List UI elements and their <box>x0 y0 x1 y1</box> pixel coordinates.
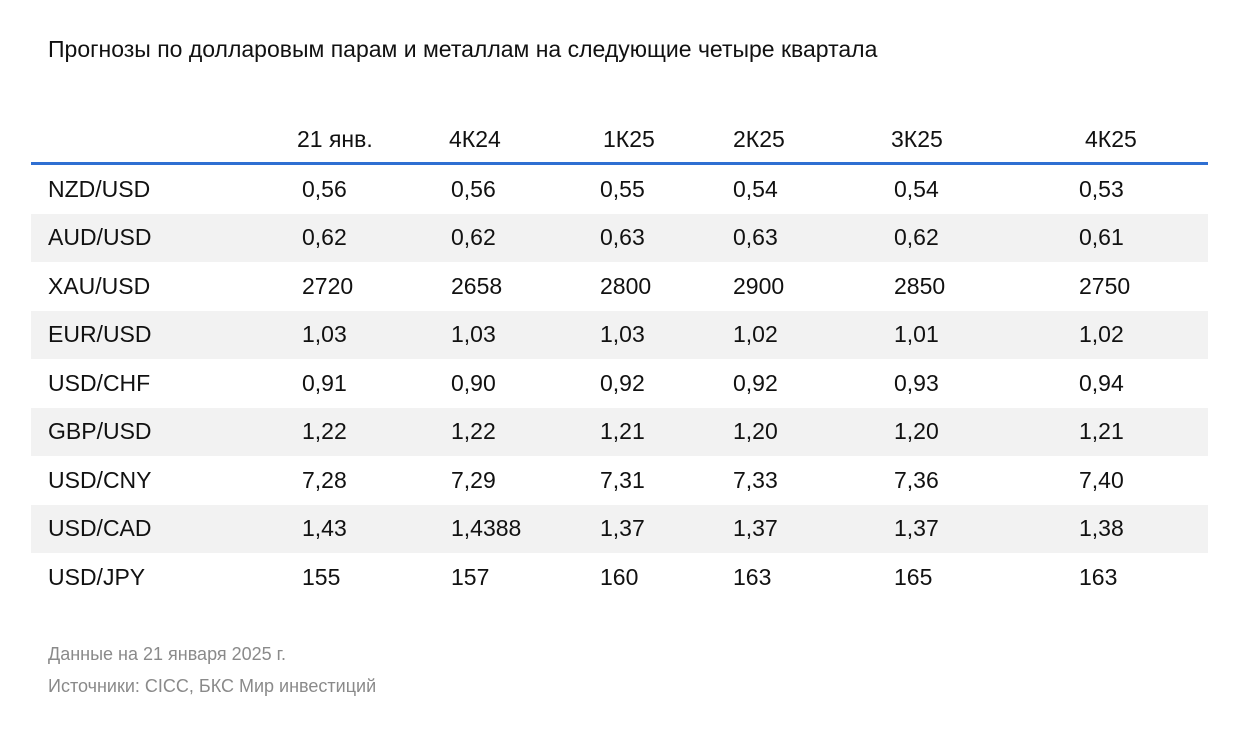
value-cell: 2658 <box>451 272 503 299</box>
value-cell: 2720 <box>302 272 354 299</box>
value-cell: 7,29 <box>451 466 496 493</box>
value-cell: 1,37 <box>532 504 717 553</box>
value-cell: 0,62 <box>237 213 421 262</box>
value-cell: 1,43 <box>237 504 421 553</box>
forecast-table: 21 янв. 4К24 1К25 2К25 3К25 4К25 NZD/USD… <box>31 116 1208 602</box>
sources-note: Источники: CICC, БКС Мир инвестиций <box>48 676 377 696</box>
value-cell: 1,20 <box>827 407 1013 456</box>
value-cell: 0,63 <box>532 213 717 262</box>
value-cell: 1,03 <box>421 310 532 359</box>
value-cell: 1,03 <box>237 310 421 359</box>
value-cell: 1,02 <box>717 310 827 359</box>
data-date-note: Данные на 21 января 2025 г. <box>48 644 287 664</box>
value-cell: 0,92 <box>733 369 778 396</box>
value-cell: 1,21 <box>532 407 717 456</box>
value-cell: 1,37 <box>717 504 827 553</box>
value-cell: 7,36 <box>894 466 939 493</box>
table-body: NZD/USD 0,56 0,56 0,55 0,54 0,54 0,53 AUD/USD 0,… <box>31 164 1208 602</box>
value-cell: 1,01 <box>827 310 1013 359</box>
value-cell: 1,4388 <box>421 504 532 553</box>
value-cell: 0,62 <box>421 213 532 262</box>
value-cell: 2850 <box>894 272 946 299</box>
pair-name-cell: USD/CHF <box>48 369 151 396</box>
value-cell: 2750 <box>1079 272 1131 299</box>
value-cell: 1,02 <box>1013 310 1208 359</box>
header-cell-21-jan: 21 янв. <box>237 116 421 165</box>
value-cell: 0,53 <box>1079 175 1124 202</box>
table-header-row: 21 янв. 4К24 1К25 2К25 3К25 4К25 <box>31 116 1208 165</box>
value-cell: 0,94 <box>1079 369 1124 396</box>
value-cell: 7,28 <box>302 466 347 493</box>
table-row: NZD/USD 0,56 0,56 0,55 0,54 0,54 0,53 <box>31 164 1208 214</box>
header-cell-4q24: 4К24 <box>421 116 532 165</box>
value-cell: 0,93 <box>894 369 939 396</box>
value-cell: 1,38 <box>1013 504 1208 553</box>
value-cell: 0,92 <box>600 369 645 396</box>
pair-name-cell: XAU/USD <box>48 272 151 299</box>
value-cell: 1,22 <box>237 407 421 456</box>
header-cell-4q25: 4К25 <box>1013 116 1208 165</box>
value-cell: 7,40 <box>1079 466 1124 493</box>
table-row: XAU/USD 2720 2658 2800 2900 2850 2750 <box>31 262 1208 311</box>
header-cell-2q25: 2К25 <box>717 116 827 165</box>
table-row: USD/JPY 155 157 160 163 165 163 <box>31 553 1208 602</box>
pair-name-cell: USD/CNY <box>48 466 152 493</box>
value-cell: 155 <box>302 563 341 590</box>
value-cell: 0,54 <box>733 175 778 202</box>
value-cell: 165 <box>894 563 933 590</box>
value-cell: 0,91 <box>302 369 347 396</box>
table-row: EUR/USD 1,03 1,03 1,03 1,02 1,01 1,02 <box>31 310 1208 359</box>
value-cell: 157 <box>451 563 490 590</box>
value-cell: 0,62 <box>827 213 1013 262</box>
value-cell: 0,56 <box>302 175 347 202</box>
value-cell: 163 <box>1079 563 1118 590</box>
header-cell-pair <box>31 116 237 165</box>
pair-name-cell: EUR/USD <box>31 310 237 359</box>
pair-name-cell: GBP/USD <box>31 407 237 456</box>
value-cell: 7,33 <box>733 466 778 493</box>
table-row: USD/CNY 7,28 7,29 7,31 7,33 7,36 7,40 <box>31 456 1208 505</box>
table-row: AUD/USD 0,62 0,62 0,63 0,63 0,62 0,61 <box>31 213 1208 262</box>
table-row: GBP/USD 1,22 1,22 1,21 1,20 1,20 1,21 <box>31 407 1208 456</box>
value-cell: 1,20 <box>717 407 827 456</box>
value-cell: 160 <box>600 563 639 590</box>
value-cell: 0,61 <box>1013 213 1208 262</box>
pair-name-cell: USD/JPY <box>48 563 146 590</box>
pair-name-cell: NZD/USD <box>48 175 151 202</box>
value-cell: 1,21 <box>1013 407 1208 456</box>
table-row: USD/CHF 0,91 0,90 0,92 0,92 0,93 0,94 <box>31 359 1208 408</box>
page-title: Прогнозы по долларовым парам и металлам … <box>48 36 878 62</box>
header-cell-1q25: 1К25 <box>532 116 717 165</box>
value-cell: 0,55 <box>600 175 645 202</box>
pair-name-cell: AUD/USD <box>31 213 237 262</box>
header-cell-3q25: 3К25 <box>827 116 1013 165</box>
value-cell: 163 <box>733 563 772 590</box>
pair-name-cell: USD/CAD <box>31 504 237 553</box>
value-cell: 1,22 <box>421 407 532 456</box>
table-row: USD/CAD 1,43 1,4388 1,37 1,37 1,37 1,38 <box>31 504 1208 553</box>
value-cell: 1,37 <box>827 504 1013 553</box>
value-cell: 0,90 <box>451 369 496 396</box>
value-cell: 0,54 <box>894 175 939 202</box>
value-cell: 0,63 <box>717 213 827 262</box>
forecast-table-container: 21 янв. 4К24 1К25 2К25 3К25 4К25 NZD/USD… <box>31 116 1208 602</box>
value-cell: 1,03 <box>532 310 717 359</box>
value-cell: 7,31 <box>600 466 645 493</box>
value-cell: 2900 <box>733 272 785 299</box>
value-cell: 2800 <box>600 272 652 299</box>
value-cell: 0,56 <box>451 175 496 202</box>
